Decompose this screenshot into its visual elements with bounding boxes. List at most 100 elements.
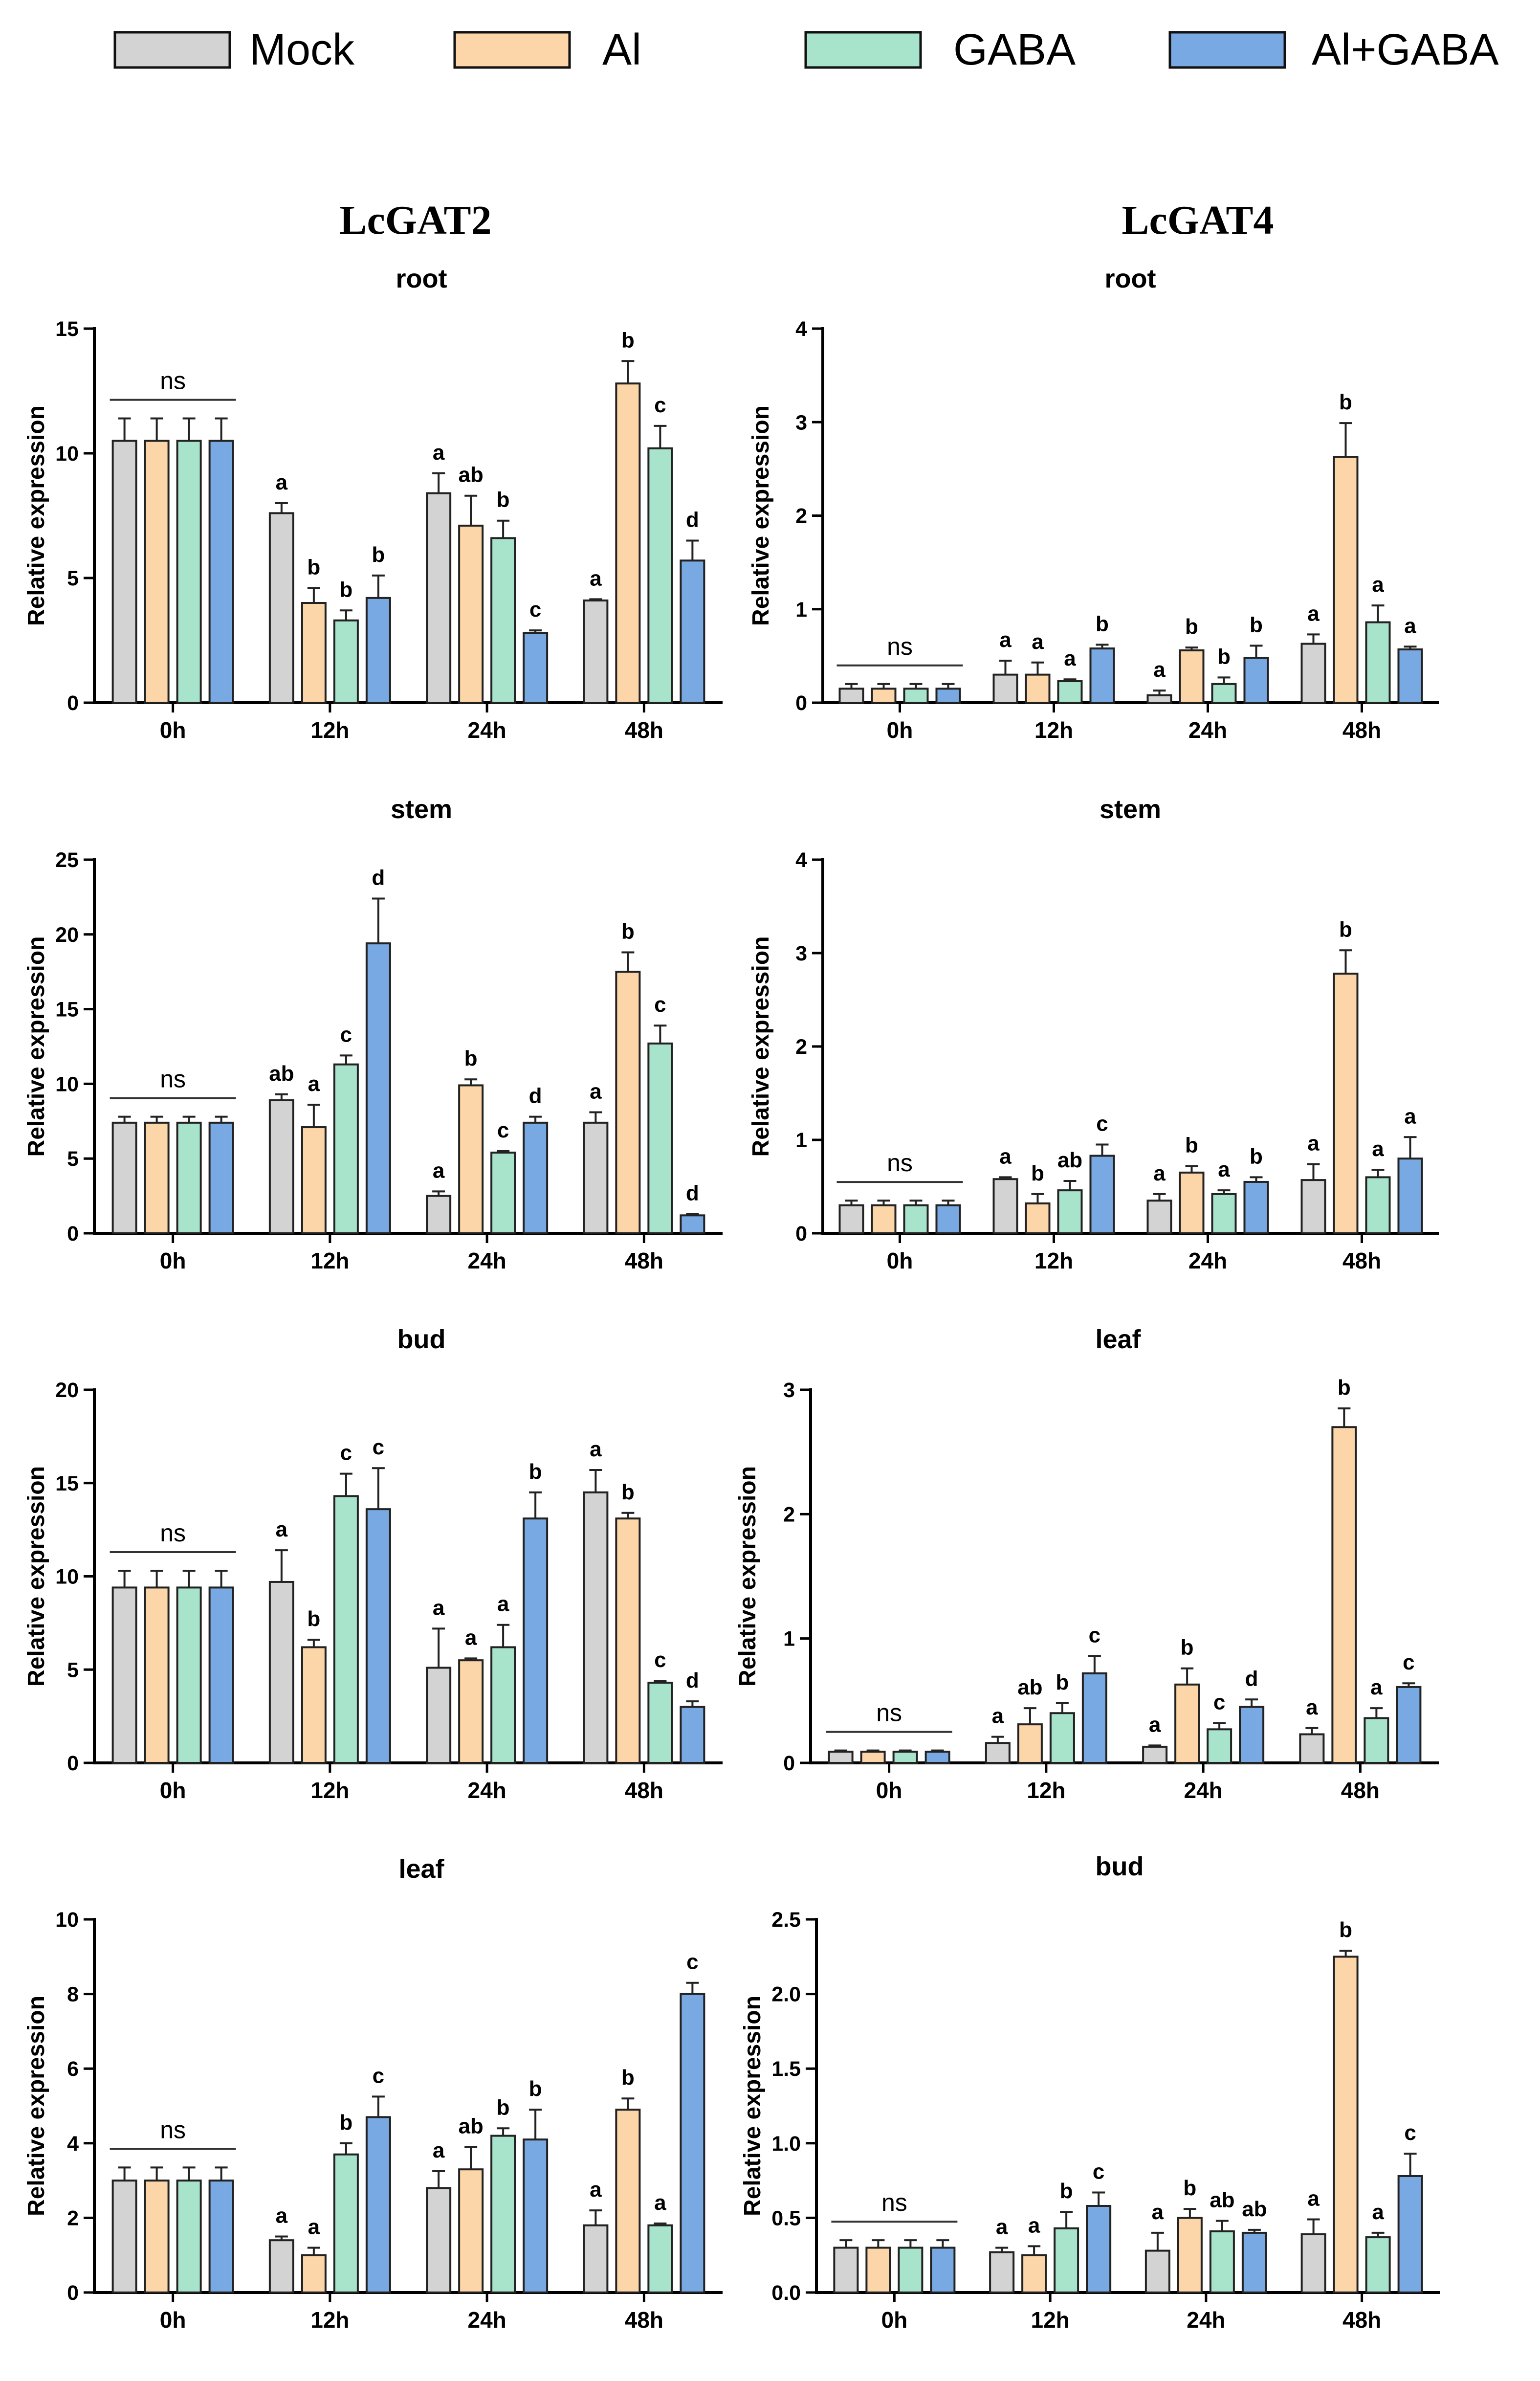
bar-al-gaba-48h	[1396, 1686, 1422, 1764]
significance-letter: d	[686, 1669, 699, 1692]
y-tick-label: 2	[67, 2206, 79, 2230]
significance-letter: c	[373, 2064, 384, 2088]
bar-gaba-12h	[333, 1495, 359, 1764]
bar-al-gaba-12h	[365, 597, 391, 704]
significance-letter: b	[621, 1480, 635, 1504]
bar-mock-12h	[268, 1099, 294, 1235]
x-tick-label: 12h	[1034, 717, 1073, 743]
significance-letter: d	[1245, 1667, 1258, 1691]
ns-label: ns	[876, 1699, 902, 1727]
y-tick-label: 1	[783, 1627, 795, 1651]
significance-letter: a	[1372, 1137, 1384, 1161]
y-tick-label: 0	[783, 1752, 795, 1775]
significance-letter: c	[1404, 2121, 1416, 2145]
bar-al-48h	[1331, 1426, 1357, 1764]
significance-letter: a	[1307, 601, 1320, 625]
bar-al-12h	[1025, 673, 1051, 704]
x-tick-label: 24h	[467, 717, 506, 743]
bar-al-gaba-48h	[680, 1214, 705, 1234]
significance-letter: d	[686, 1181, 699, 1205]
bar-gaba-12h	[333, 1063, 359, 1235]
bar-al-gaba-48h	[1397, 2175, 1423, 2293]
bar-mock-24h	[426, 2187, 452, 2293]
significance-letter: a	[1064, 646, 1076, 670]
significance-letter: a	[1153, 658, 1166, 682]
x-tick-label: 48h	[1342, 2307, 1381, 2333]
y-axis-label: Relative expression	[23, 1466, 49, 1687]
y-tick-label: 10	[55, 1072, 79, 1096]
bar-al-gaba-0h	[208, 1121, 234, 1234]
bar-al-gaba-48h	[1397, 1157, 1423, 1234]
x-tick-label: 0h	[160, 1778, 186, 1803]
significance-letter: a	[1372, 2200, 1384, 2224]
x-tick-label: 0h	[876, 1778, 902, 1803]
bar-mock-24h	[1146, 1200, 1172, 1234]
significance-letter: a	[999, 628, 1012, 652]
bar-gaba-0h	[176, 1121, 202, 1234]
panel-title: bud	[397, 1325, 446, 1354]
x-tick-label: 24h	[1187, 2307, 1225, 2333]
bar-gaba-24h	[490, 537, 516, 704]
x-tick-label: 12h	[1031, 2307, 1069, 2333]
x-tick-label: 48h	[625, 1778, 663, 1803]
significance-letter: b	[1185, 1133, 1198, 1157]
ns-label: ns	[881, 2189, 907, 2216]
significance-letter: ab	[1057, 1148, 1082, 1172]
x-tick-label: 12h	[1034, 1248, 1073, 1273]
significance-letter: a	[996, 2215, 1008, 2239]
x-tick-label: 48h	[1341, 1778, 1380, 1803]
ns-label: ns	[887, 633, 913, 660]
bar-al-0h	[865, 2247, 891, 2293]
bar-al-24h	[458, 1659, 484, 1764]
bar-al-12h	[1025, 1202, 1051, 1234]
significance-letter: a	[1372, 573, 1384, 597]
significance-letter: c	[654, 393, 666, 417]
bar-gaba-12h	[1054, 2227, 1079, 2294]
bar-gaba-0h	[176, 440, 202, 704]
y-tick-label: 15	[55, 998, 79, 1022]
significance-letter: ab	[458, 463, 483, 487]
bar-al-24h	[1174, 1683, 1200, 1764]
y-tick-label: 0	[67, 2281, 79, 2305]
y-tick-label: 2.5	[771, 1908, 801, 1932]
legend-swatch-mock	[113, 31, 231, 69]
bar-al-24h	[458, 1084, 484, 1235]
significance-letter: b	[339, 2111, 352, 2135]
x-tick-label: 24h	[467, 1248, 506, 1273]
y-axis-label: Relative expression	[23, 936, 49, 1157]
bar-mock-0h	[833, 2247, 859, 2293]
bar-gaba-0h	[892, 1751, 918, 1764]
significance-letter: c	[1089, 1623, 1100, 1647]
significance-letter: a	[1307, 1132, 1320, 1156]
significance-letter: a	[1307, 2186, 1320, 2210]
significance-letter: d	[529, 1084, 542, 1108]
significance-letter: a	[1152, 2200, 1164, 2224]
y-tick-label: 0	[795, 1222, 807, 1246]
bar-al-48h	[1333, 973, 1359, 1234]
significance-letter: b	[372, 543, 385, 567]
bar-mock-0h	[111, 1121, 137, 1234]
significance-letter: b	[307, 555, 320, 579]
x-tick-label: 48h	[1342, 1248, 1381, 1273]
significance-letter: c	[1093, 2160, 1104, 2184]
bar-gaba-48h	[647, 1042, 673, 1234]
significance-letter: c	[654, 1648, 666, 1672]
bar-mock-48h	[1300, 643, 1326, 704]
bar-gaba-0h	[176, 2180, 202, 2294]
bar-mock-12h	[268, 2239, 294, 2294]
y-tick-label: 15	[55, 1472, 79, 1495]
x-tick-label: 48h	[1342, 717, 1381, 743]
bar-al-gaba-24h	[523, 632, 549, 704]
bar-mock-12h	[268, 512, 294, 704]
bar-al-48h	[615, 1517, 641, 1764]
ns-label: ns	[887, 1149, 913, 1177]
bar-al-gaba-48h	[1397, 648, 1423, 704]
y-tick-label: 4	[795, 317, 807, 341]
significance-letter: a	[654, 2191, 666, 2215]
significance-letter: a	[992, 1704, 1004, 1728]
significance-letter: d	[372, 866, 385, 890]
panel-title: root	[396, 264, 447, 293]
bar-gaba-24h	[1209, 2230, 1235, 2294]
bar-mock-24h	[1142, 1745, 1168, 1764]
